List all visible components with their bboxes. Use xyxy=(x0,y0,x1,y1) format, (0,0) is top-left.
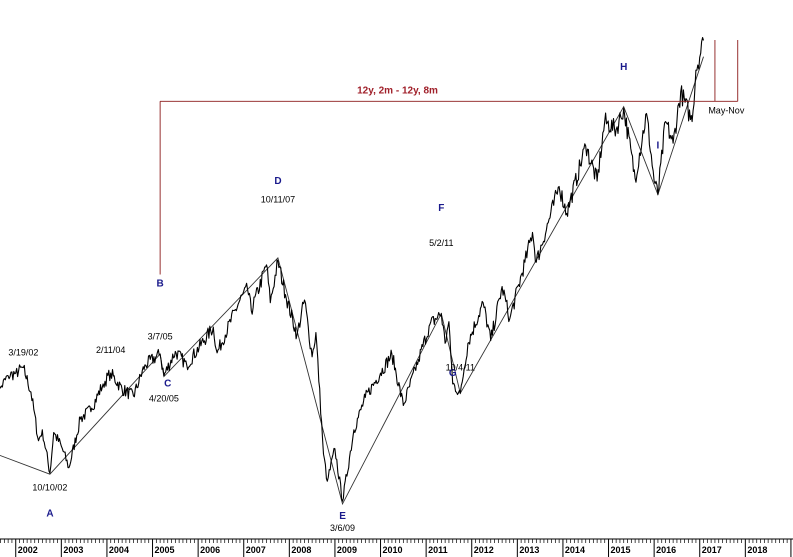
x-tick-label: 2016 xyxy=(656,545,676,555)
date-label: 3/19/02 xyxy=(8,347,38,357)
x-tick-label: 2009 xyxy=(337,545,357,555)
wave-label-g: G xyxy=(449,368,457,379)
date-label: 10/10/02 xyxy=(32,483,67,493)
wave-path-line xyxy=(0,56,704,506)
wave-label-e: E xyxy=(339,511,346,522)
date-label: 10/4/11 xyxy=(446,362,475,372)
date-label: 3/6/09 xyxy=(330,523,355,533)
x-tick-label: 2018 xyxy=(747,545,767,555)
wave-label-f: F xyxy=(438,203,444,214)
cycle-bracket-layer: 12y, 2m - 12y, 8m May-Nov xyxy=(159,40,745,275)
date-label: 4/20/05 xyxy=(149,393,179,403)
wave-label-i: I xyxy=(657,141,660,152)
x-tick-label: 2014 xyxy=(565,545,585,555)
x-tick-label: 2008 xyxy=(291,545,311,555)
x-tick-label: 2015 xyxy=(611,545,631,555)
wave-path-layer xyxy=(0,56,704,506)
x-tick-label: 2013 xyxy=(519,545,539,555)
date-label: 5/2/11 xyxy=(429,238,453,248)
x-tick-label: 2010 xyxy=(383,545,403,555)
x-tick-label: 2017 xyxy=(702,545,722,555)
x-tick-label: 2004 xyxy=(109,545,129,555)
cycle-length-label: 12y, 2m - 12y, 8m xyxy=(357,85,438,96)
price-line-layer xyxy=(0,36,705,502)
date-label: 2/11/04 xyxy=(96,345,125,355)
price-line xyxy=(0,36,705,502)
date-label: 3/7/05 xyxy=(148,331,173,341)
wave-label-c: C xyxy=(164,379,171,390)
wave-label-d: D xyxy=(274,176,281,187)
wave-label-h: H xyxy=(620,62,627,73)
x-tick-label: 2003 xyxy=(63,545,83,555)
wave-label-b: B xyxy=(157,279,164,290)
annotation-layer: A B C D E F G H I 3/19/02 10/10/02 2/11/04 3/7/05 4/2… xyxy=(8,62,659,533)
x-tick-label: 2011 xyxy=(428,545,448,555)
x-tick-label: 2005 xyxy=(155,545,175,555)
date-label: 10/11/07 xyxy=(261,195,295,205)
x-tick-label: 2007 xyxy=(246,545,266,555)
wave-label-a: A xyxy=(46,508,53,519)
window-label: May-Nov xyxy=(708,105,745,115)
x-tick-label: 2012 xyxy=(474,545,494,555)
x-tick-label: 2002 xyxy=(18,545,38,555)
x-tick-label: 2006 xyxy=(200,545,220,555)
x-axis: 2002 2003 2004 2005 2006 2007 2008 2009 2010 2011… xyxy=(0,538,793,557)
